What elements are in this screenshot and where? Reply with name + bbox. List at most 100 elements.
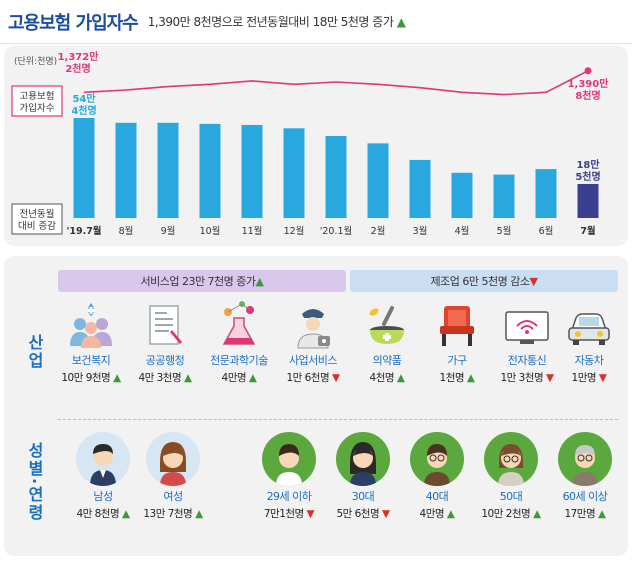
demographic-value: 13만 7천명 ▲ xyxy=(143,508,203,520)
demographic-label: 40대 xyxy=(425,490,449,503)
bar xyxy=(157,122,179,218)
car-icon xyxy=(564,300,614,350)
document-pen-icon xyxy=(140,300,190,350)
x-tick-label: 7월 xyxy=(580,225,595,237)
industry-value: 4만명 ▲ xyxy=(221,372,257,384)
bar xyxy=(325,136,347,218)
bar-label-line2: 대비 증감 xyxy=(18,220,56,232)
demographic-value: 17만명 ▲ xyxy=(564,508,606,520)
industry-value: 1만 6천명 ▼ xyxy=(286,372,340,384)
chart-panel: (단위:천명) 고용보험 가입자수 전년동월 대비 증감 '19.7월 8월 9월 1… xyxy=(4,46,628,246)
industry-item-pharma: 의약품 4천명 ▲ xyxy=(350,300,424,385)
industry-value: 1만명 ▼ xyxy=(571,372,607,384)
bar xyxy=(115,122,137,218)
mfg-banner-text: 제조업 6만 5천명 감소 xyxy=(430,275,530,288)
section-divider xyxy=(58,419,618,420)
industry-value: 4만 3천명 ▲ xyxy=(138,372,192,384)
x-tick-label: 4월 xyxy=(455,225,470,237)
x-tick-label: 8월 xyxy=(119,225,134,237)
subtitle-text: 1,390만 8천명으로 전년동월대비 18만 5천명 증가 xyxy=(147,15,394,29)
bar xyxy=(367,143,389,218)
last-line-label: 8천명 xyxy=(575,89,600,102)
industry-item-electronics: 전자통신 1만 3천명 ▼ xyxy=(490,300,564,385)
bar-label-line1: 전년동월 xyxy=(20,208,55,220)
first-bar-label: 54만 xyxy=(72,92,96,105)
page-subtitle: 1,390만 8천명으로 전년동월대비 18만 5천명 증가 ▲ xyxy=(148,13,406,30)
flask-icon xyxy=(214,300,264,350)
bar xyxy=(199,123,221,218)
demographic-item-30s: 30대 5만 6천명 ▼ xyxy=(326,432,400,521)
demographic-value: 4만 8천명 ▲ xyxy=(76,508,130,520)
up-arrow-icon: ▲ xyxy=(255,274,264,288)
chair-icon xyxy=(432,300,482,350)
up-arrow-icon: ▲ xyxy=(396,15,406,29)
industry-item-science: 전문과학기술 4만명 ▲ xyxy=(202,300,276,385)
bar xyxy=(241,124,263,218)
line-label-line1: 고용보험 xyxy=(20,91,55,102)
industry-label: 전자통신 xyxy=(507,354,547,367)
industry-item-business: 사업서비스 1만 6천명 ▼ xyxy=(276,300,350,385)
demographic-value: 7만1천명 ▼ xyxy=(263,508,315,520)
bar xyxy=(73,118,95,218)
industry-item-public: 공공행정 4만 3천명 ▲ xyxy=(128,300,202,385)
demographic-value: 10만 2천명 ▲ xyxy=(481,508,541,520)
service-sector-banner: 서비스업 23만 7천명 증가 ▲ xyxy=(58,270,346,292)
industry-value: 10만 9천명 ▲ xyxy=(61,372,121,384)
first-bar-label: 4천명 xyxy=(71,104,96,117)
demographic-value: 4만명 ▲ xyxy=(419,508,455,520)
young-avatar-icon xyxy=(262,432,316,486)
down-arrow-icon: ▼ xyxy=(529,274,538,288)
industry-value: 1천명 ▲ xyxy=(439,372,475,384)
industry-label: 자동차 xyxy=(574,354,604,367)
manufacturing-sector-banner: 제조업 6만 5천명 감소 ▼ xyxy=(350,270,618,292)
chart: (단위:천명) 고용보험 가입자수 전년동월 대비 증감 '19.7월 8월 9월 1… xyxy=(11,50,609,237)
last-bar-label: 5천명 xyxy=(575,170,600,183)
bar xyxy=(577,183,599,218)
x-tick-label: 12월 xyxy=(284,225,305,237)
bar xyxy=(451,172,473,218)
x-tick-label: 2월 xyxy=(371,225,386,237)
industry-value: 4천명 ▲ xyxy=(369,372,405,384)
demographic-label: 60세 이상 xyxy=(562,490,608,503)
industry-value: 1만 3천명 ▼ xyxy=(500,372,554,384)
x-tick-label: '19.7월 xyxy=(66,225,101,237)
demographic-item-female: 여성 13만 7천명 ▲ xyxy=(136,432,210,521)
industry-side-label: 산업 xyxy=(25,334,44,370)
breakdown-panel: 서비스업 23만 7천명 증가 ▲ 제조업 6만 5천명 감소 ▼ 산업 성별·… xyxy=(4,256,628,556)
fifties-avatar-icon xyxy=(484,432,538,486)
first-line-label: 1,372만 xyxy=(58,50,100,63)
industry-label: 공공행정 xyxy=(145,354,185,367)
industry-item-automobile: 자동차 1만명 ▼ xyxy=(552,300,626,385)
healthcare-people-icon xyxy=(66,300,116,350)
demographic-item-under29: 29세 이하 7만1천명 ▼ xyxy=(252,432,326,521)
demographic-value: 5만 6천명 ▼ xyxy=(336,508,390,520)
industry-item-furniture: 가구 1천명 ▲ xyxy=(420,300,494,385)
forties-avatar-icon xyxy=(410,432,464,486)
bar xyxy=(409,159,431,218)
x-tick-label: '20.1월 xyxy=(320,225,353,237)
x-tick-label: 3월 xyxy=(413,225,428,237)
thirties-avatar-icon xyxy=(336,432,390,486)
x-tick-label: 10월 xyxy=(200,225,221,237)
header: 고용보험 가입자수 1,390만 8천명으로 전년동월대비 18만 5천명 증가… xyxy=(0,0,632,44)
industry-label: 보건복지 xyxy=(71,354,111,367)
male-avatar-icon xyxy=(76,432,130,486)
demographic-side-label: 성별·연령 xyxy=(25,442,44,523)
x-tick-label: 6월 xyxy=(539,225,554,237)
demographic-item-60plus: 60세 이상 17만명 ▲ xyxy=(548,432,622,521)
line-end-point xyxy=(584,67,592,75)
female-avatar-icon xyxy=(146,432,200,486)
mortar-pill-icon xyxy=(362,300,412,350)
line-legend-label: 고용보험 가입자수 xyxy=(11,85,63,117)
demographic-item-50s: 50대 10만 2천명 ▲ xyxy=(474,432,548,521)
first-line-label: 2천명 xyxy=(65,62,90,75)
bar xyxy=(535,169,557,218)
unit-note: (단위:천명) xyxy=(14,56,57,67)
bar xyxy=(493,174,515,218)
demographic-label: 29세 이하 xyxy=(266,490,312,503)
demographic-label: 여성 xyxy=(163,490,183,503)
demographic-item-male: 남성 4만 8천명 ▲ xyxy=(66,432,140,521)
demographic-label: 30대 xyxy=(351,490,375,503)
bar xyxy=(283,128,305,218)
demographic-item-40s: 40대 4만명 ▲ xyxy=(400,432,474,521)
